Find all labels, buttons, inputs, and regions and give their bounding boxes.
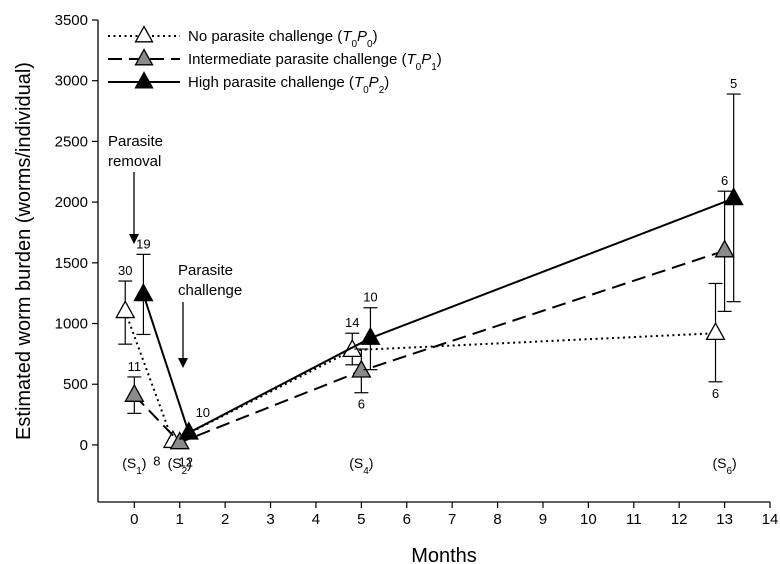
y-tick-label: 0 bbox=[80, 437, 88, 454]
x-tick-label: 8 bbox=[493, 511, 501, 528]
sample-size-label: 30 bbox=[118, 263, 132, 278]
data-point bbox=[133, 283, 154, 302]
series-T0P1: 11 12 6 6 bbox=[124, 173, 735, 470]
x-tick-label: 11 bbox=[626, 511, 642, 528]
data-point bbox=[124, 383, 145, 402]
x-tick-label: 2 bbox=[221, 511, 229, 528]
sample-size-label: 5 bbox=[730, 76, 737, 91]
legend-label: Intermediate parasite challenge (T0P1) bbox=[188, 51, 442, 73]
y-tick-label: 3000 bbox=[55, 73, 88, 90]
series-line bbox=[124, 311, 716, 443]
session-label: (S4) bbox=[349, 455, 373, 477]
session-label: (S2) bbox=[168, 455, 192, 477]
series-T0P2: 19 10 10 5 bbox=[133, 76, 744, 440]
sample-size-label: 19 bbox=[136, 236, 150, 251]
x-tick-label: 4 bbox=[312, 511, 320, 528]
x-axis-title: Months bbox=[411, 545, 477, 564]
sample-size-label: 6 bbox=[358, 397, 365, 412]
data-point bbox=[351, 359, 372, 378]
x-tick-label: 7 bbox=[448, 511, 456, 528]
data-point bbox=[723, 187, 744, 206]
series-line bbox=[133, 249, 725, 444]
data-point bbox=[714, 239, 735, 258]
sample-size-label: 6 bbox=[712, 386, 719, 401]
y-axis-title: Estimated worm burden (worms/individual) bbox=[13, 62, 35, 440]
y-tick-label: 2500 bbox=[55, 133, 88, 150]
series-layer: 30 8 14 6 11 12 6 6 19 10 10 5 bbox=[115, 76, 744, 470]
removal-arrowhead bbox=[129, 234, 139, 244]
sample-size-label: 8 bbox=[153, 453, 160, 468]
x-tick-label: 0 bbox=[130, 511, 138, 528]
legend-marker bbox=[134, 25, 154, 43]
removal-annotation: Parasite bbox=[108, 133, 163, 150]
series-line bbox=[142, 197, 735, 435]
legend-marker bbox=[134, 48, 154, 66]
y-tick-label: 1000 bbox=[55, 316, 88, 333]
x-tick-label: 3 bbox=[266, 511, 274, 528]
y-tick-label: 2000 bbox=[55, 194, 88, 211]
x-tick-label: 14 bbox=[762, 511, 779, 528]
annotations: Parasite removal Parasite challenge bbox=[108, 133, 242, 368]
sample-size-label: 12 bbox=[178, 455, 192, 470]
y-tick-label: 1500 bbox=[55, 255, 88, 272]
legend-label: No parasite challenge (T0P0) bbox=[188, 28, 378, 50]
sample-size-label: 14 bbox=[345, 315, 359, 330]
legend: No parasite challenge (T0P0)Intermediate… bbox=[108, 25, 442, 96]
sample-size-label: 10 bbox=[363, 290, 377, 305]
data-point bbox=[115, 300, 136, 319]
legend-label: High parasite challenge (T0P2) bbox=[188, 74, 389, 96]
data-point bbox=[178, 421, 199, 440]
y-tick-label: 3500 bbox=[55, 12, 88, 29]
x-tick-label: 6 bbox=[403, 511, 411, 528]
x-tick-label: 1 bbox=[176, 511, 184, 528]
challenge-annotation: challenge bbox=[178, 282, 242, 299]
data-point bbox=[169, 431, 190, 450]
x-tick-label: 9 bbox=[539, 511, 547, 528]
sample-size-label: 6 bbox=[721, 173, 728, 188]
x-tick-label: 13 bbox=[716, 511, 733, 528]
data-point bbox=[360, 326, 381, 345]
sample-size-label: 10 bbox=[196, 405, 210, 420]
session-label: (S6) bbox=[712, 455, 736, 477]
session-label: (S1) bbox=[122, 455, 146, 477]
challenge-arrowhead bbox=[178, 358, 188, 368]
x-tick-label: 5 bbox=[357, 511, 365, 528]
x-tick-label: 10 bbox=[580, 511, 597, 528]
y-tick-label: 500 bbox=[63, 376, 88, 393]
sample-size-label: 11 bbox=[128, 359, 142, 374]
data-point bbox=[705, 321, 726, 341]
legend-marker bbox=[134, 71, 154, 89]
x-tick-label: 12 bbox=[671, 511, 688, 528]
removal-annotation: removal bbox=[108, 153, 161, 170]
challenge-annotation: Parasite bbox=[178, 262, 233, 279]
